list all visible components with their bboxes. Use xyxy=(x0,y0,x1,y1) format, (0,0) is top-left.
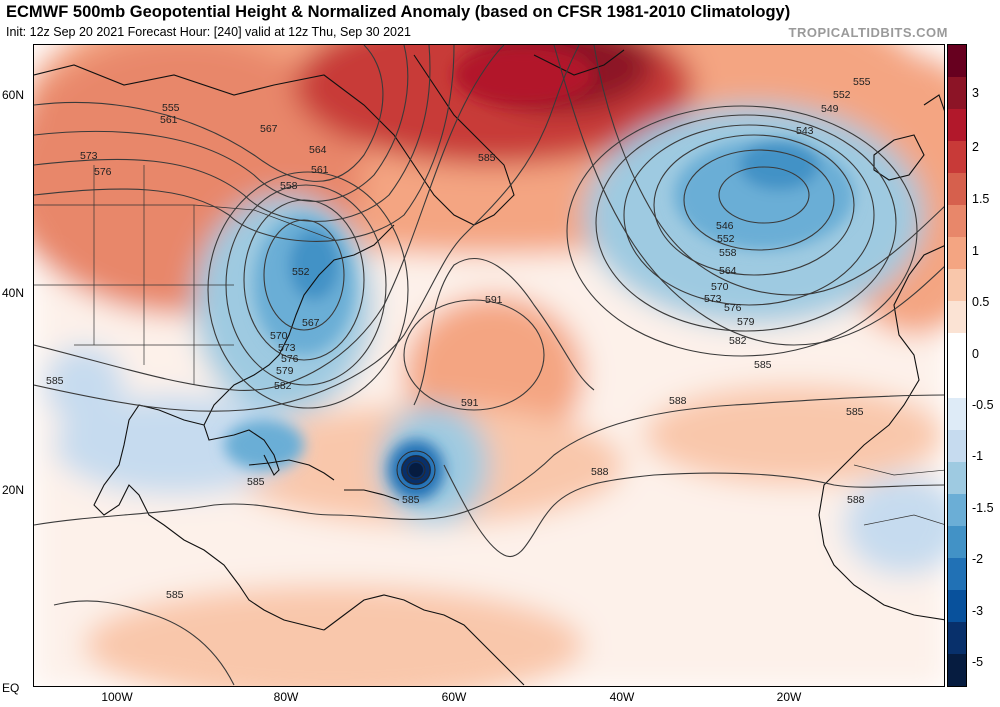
contour-label: 585 xyxy=(754,359,772,371)
colorbar-swatch xyxy=(948,653,966,686)
contour-label: 558 xyxy=(719,247,737,259)
contour-label: 555 xyxy=(853,76,871,88)
colorbar-swatch xyxy=(948,269,966,302)
contour-label: 570 xyxy=(711,281,729,293)
coastlines xyxy=(34,49,944,686)
contour-label: 552 xyxy=(833,89,851,101)
colorbar-swatch xyxy=(948,525,966,558)
contour-label: 585 xyxy=(846,406,864,418)
contour-label: 576 xyxy=(94,166,112,178)
colorbar-label: -3 xyxy=(972,604,984,618)
colorbar-swatch xyxy=(948,205,966,238)
colorbar-swatch xyxy=(948,461,966,494)
contour-label: 567 xyxy=(302,317,320,329)
contour-label: 582 xyxy=(274,380,292,392)
contour-label: 558 xyxy=(280,180,298,192)
colorbar-swatch xyxy=(948,397,966,430)
lon-label-20w: 20W xyxy=(776,690,802,704)
colorbar-swatch xyxy=(948,493,966,526)
colorbar-swatch xyxy=(948,333,966,366)
contour-label: 573 xyxy=(80,150,98,162)
storm-contours xyxy=(396,450,436,490)
contour-label: 564 xyxy=(309,144,327,156)
contour-label: 585 xyxy=(478,152,496,164)
lat-label-20n: 20N xyxy=(2,483,25,497)
colorbar-label: 0 xyxy=(972,347,979,361)
colorbar-swatch xyxy=(948,621,966,654)
colorbar-swatch xyxy=(948,589,966,622)
contour-label: 561 xyxy=(311,164,329,176)
contour-label: 585 xyxy=(247,476,265,488)
lat-label-eq: EQ xyxy=(2,681,20,695)
contour-label: 585 xyxy=(166,589,184,601)
colorbar-label: -5 xyxy=(972,655,984,669)
contour-label: 549 xyxy=(821,103,839,115)
contour-label: 543 xyxy=(796,125,814,137)
contour-label: 561 xyxy=(160,114,178,126)
lat-label-40n: 40N xyxy=(2,286,25,300)
height-contours xyxy=(34,45,944,686)
contour-label: 564 xyxy=(719,265,737,277)
lat-label-60n: 60N xyxy=(2,88,25,102)
colorbar-swatch xyxy=(948,109,966,142)
contour-label: 573 xyxy=(704,293,722,305)
brand-watermark: TROPICALTIDBITS.COM xyxy=(788,25,948,40)
contour-label: 570 xyxy=(270,330,288,342)
contour-label: 576 xyxy=(281,353,299,365)
contour-label: 591 xyxy=(461,397,479,409)
colorbar-swatch xyxy=(948,141,966,174)
lon-label-60w: 60W xyxy=(441,690,467,704)
colorbar-swatch xyxy=(948,77,966,110)
colorbar-swatch xyxy=(948,173,966,206)
colorbar-swatch xyxy=(948,301,966,334)
contour-label: 573 xyxy=(278,342,296,354)
contour-label: 588 xyxy=(847,494,865,506)
lon-label-40w: 40W xyxy=(609,690,635,704)
colorbar-swatch xyxy=(948,45,966,78)
contour-label: 576 xyxy=(724,302,742,314)
storm-eye xyxy=(409,463,423,477)
colorbar-label: 1.5 xyxy=(972,192,990,206)
colorbar-label: -1 xyxy=(972,449,984,463)
contour-label: 585 xyxy=(402,494,420,506)
contour-label: 588 xyxy=(669,395,687,407)
contour-label: 567 xyxy=(260,123,278,135)
contour-label: 579 xyxy=(276,365,294,377)
colorbar-label: 1 xyxy=(972,244,979,258)
lon-label-80w: 80W xyxy=(273,690,299,704)
colorbar-swatch xyxy=(948,237,966,270)
contour-labels: 555 561 573 576 567 564 561 558 552 567 … xyxy=(46,76,871,601)
contour-label: 588 xyxy=(591,466,609,478)
colorbar-swatch xyxy=(948,365,966,398)
colorbar-swatch xyxy=(948,429,966,462)
colorbar-label: 0.5 xyxy=(972,295,990,309)
colorbar-label: 3 xyxy=(972,86,979,100)
anomaly-cores xyxy=(224,45,854,500)
lon-label-100w: 100W xyxy=(101,690,133,704)
colorbar xyxy=(947,44,967,687)
anomaly-map: 555 561 573 576 567 564 561 558 552 567 … xyxy=(33,44,945,687)
contour-label: 555 xyxy=(162,102,180,114)
contour-label: 552 xyxy=(292,266,310,278)
map-subtitle: Init: 12z Sep 20 2021 Forecast Hour: [24… xyxy=(6,25,411,39)
contour-label: 546 xyxy=(716,220,734,232)
contour-label: 591 xyxy=(485,294,503,306)
contour-label: 582 xyxy=(729,335,747,347)
contour-label: 552 xyxy=(717,233,735,245)
colorbar-label: 2 xyxy=(972,140,979,154)
colorbar-label: -0.5 xyxy=(972,398,994,412)
map-canvas: 555 561 573 576 567 564 561 558 552 567 … xyxy=(34,45,944,686)
colorbar-label: -2 xyxy=(972,552,984,566)
colorbar-label: -1.5 xyxy=(972,501,994,515)
map-title: ECMWF 500mb Geopotential Height & Normal… xyxy=(6,3,791,21)
contour-label: 585 xyxy=(46,375,64,387)
contour-label: 579 xyxy=(737,316,755,328)
borders xyxy=(34,165,944,526)
colorbar-swatch xyxy=(948,557,966,590)
